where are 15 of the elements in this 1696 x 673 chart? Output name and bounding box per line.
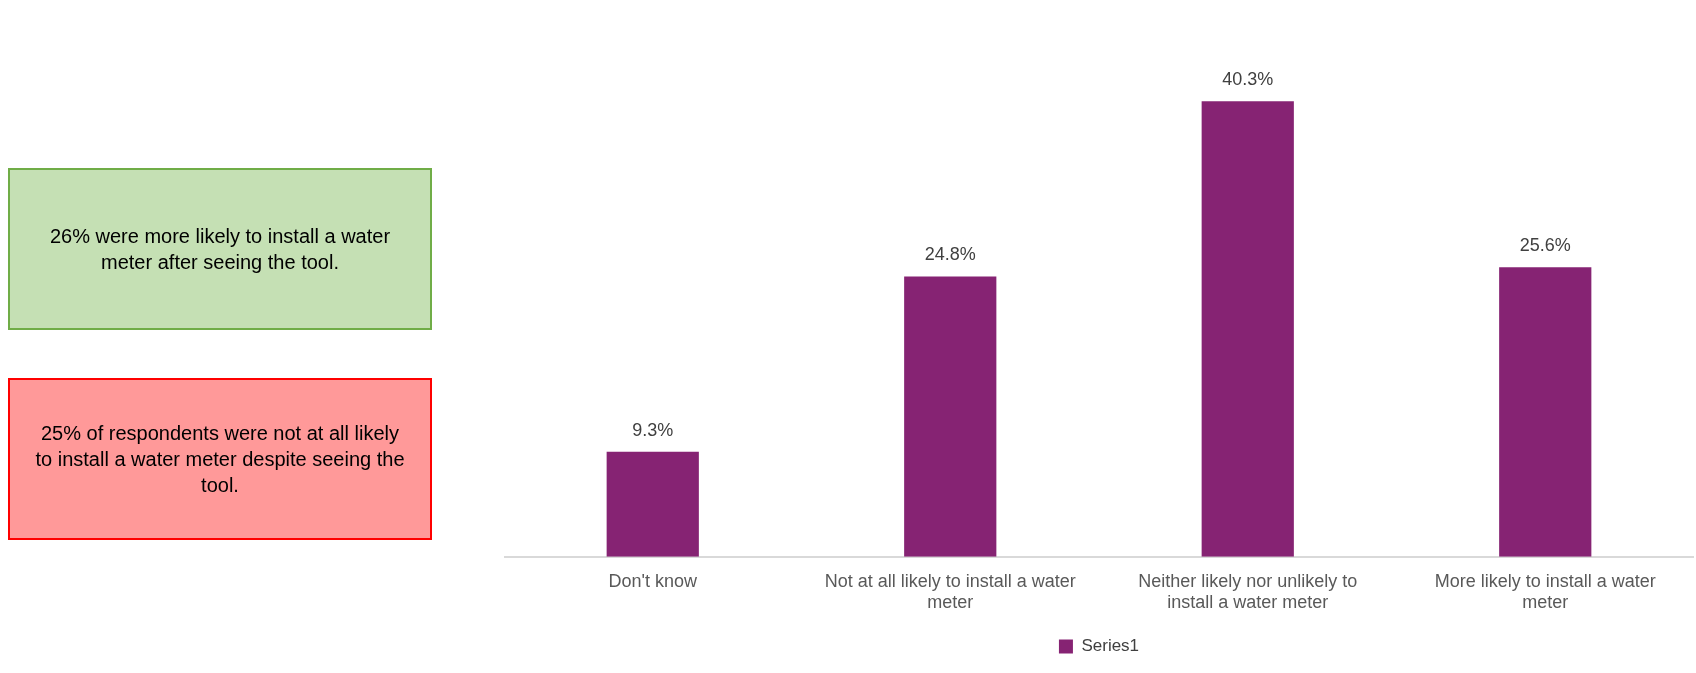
data-label: 9.3%	[632, 419, 674, 440]
legend-label: Series1	[1081, 636, 1140, 656]
data-label: 40.3%	[1222, 69, 1274, 90]
text: 26% were more likely to install a water meter after seeing the tool.	[8, 168, 432, 330]
x-tick-label: Not at all likely to install a water meter	[824, 570, 1076, 613]
text: 25% of respondents were not at all likely to install a water meter despite seeing the tool.	[8, 378, 432, 540]
x-tick-label: Neither likely nor unlikely to install a water meter	[1138, 570, 1358, 613]
x-tick-label: More likely to install a water meter	[1434, 570, 1656, 613]
bar	[606, 451, 699, 557]
bar	[904, 276, 997, 557]
bar	[1201, 101, 1294, 557]
data-label: 24.8%	[924, 244, 976, 265]
x-tick-label: Don't know	[608, 570, 698, 591]
data-label: 25.6%	[1519, 235, 1571, 256]
bar	[1499, 267, 1592, 557]
